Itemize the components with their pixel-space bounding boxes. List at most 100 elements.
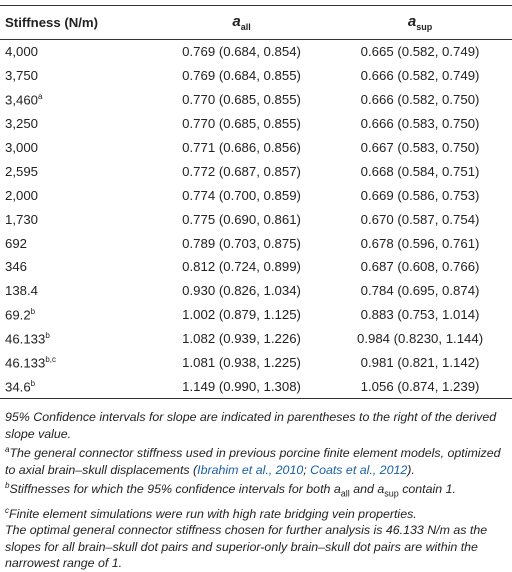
text: ). xyxy=(407,462,415,477)
cell: 0.665 (0.582, 0.749) xyxy=(328,40,512,64)
row: 3,000 0.771 (0.686, 0.856) 0.667 (0.583, 0… xyxy=(0,136,512,160)
cell: 0.667 (0.583, 0.750) xyxy=(328,136,512,160)
subscript: sup xyxy=(384,489,399,500)
stiffness: 3,250 xyxy=(5,116,39,132)
value: 0.930 (0.826, 1.034) xyxy=(182,283,301,299)
cell: 1,730 xyxy=(0,207,155,231)
cell: 346 xyxy=(0,255,155,279)
cell: 0.774 (0.700, 0.859) xyxy=(155,183,328,207)
row: 46.133b,c 1.081 (0.938, 1.225) 0.981 (0.82… xyxy=(0,351,512,375)
stiffness: 346 xyxy=(5,259,28,275)
stiffness: 3,750 xyxy=(5,68,39,84)
text: and xyxy=(349,482,378,497)
text: Stiffnesses for which the 95% confidence… xyxy=(9,482,334,497)
stiffness: 2,000 xyxy=(5,187,39,203)
value: 0.667 (0.583, 0.750) xyxy=(360,140,480,155)
stiffness: 3,000 xyxy=(5,140,39,155)
footnote: aThe general connector stiffness used in… xyxy=(5,442,507,478)
cell: 3,250 xyxy=(0,112,155,136)
row: 4,000 0.769 (0.684, 0.854) 0.665 (0.582, 0… xyxy=(0,40,512,64)
cell: 0.769 (0.684, 0.854) xyxy=(155,40,328,64)
table: Stiffness (N/m) aall asup 4,000 0.769 (0.68… xyxy=(0,5,512,399)
value: 0.769 (0.684, 0.855) xyxy=(182,68,301,84)
value: 0.774 (0.700, 0.859) xyxy=(182,187,301,203)
value: 0.668 (0.584, 0.751) xyxy=(360,163,480,179)
cell: 0.784 (0.695, 0.874) xyxy=(328,279,512,303)
row: 2,000 0.774 (0.700, 0.859) 0.669 (0.586, 0… xyxy=(0,183,512,207)
value: 0.771 (0.686, 0.856) xyxy=(182,140,301,155)
citation-link[interactable]: Ibrahim et al., 2010 xyxy=(197,462,304,477)
value: 0.984 (0.8230, 1.144) xyxy=(357,331,484,347)
citation-link[interactable]: Coats et al., 2012 xyxy=(310,462,408,477)
cell: 3,750 xyxy=(0,64,155,88)
cell: 0.775 (0.690, 0.861) xyxy=(155,207,328,231)
value: 0.666 (0.582, 0.749) xyxy=(360,68,480,84)
text: The optimal general connector stiffness … xyxy=(5,523,488,571)
header-text: Stiffness (N/m) xyxy=(5,15,99,30)
value: 0.772 (0.687, 0.857) xyxy=(182,163,301,179)
cell: 692 xyxy=(0,231,155,255)
value: 0.769 (0.684, 0.854) xyxy=(182,44,301,60)
footnote-mark: a xyxy=(38,92,43,102)
column-header: aall xyxy=(155,6,328,40)
cell: 0.789 (0.703, 0.875) xyxy=(155,231,328,255)
value: 0.981 (0.821, 1.142) xyxy=(360,355,480,371)
symbol: a xyxy=(407,13,417,30)
stiffness: 69.2 xyxy=(5,307,31,323)
cell: 0.772 (0.687, 0.857) xyxy=(155,159,328,183)
page: Stiffness (N/m) aall asup 4,000 0.769 (0.68… xyxy=(0,5,512,570)
cell: 0.670 (0.587, 0.754) xyxy=(328,207,512,231)
table-body: 4,000 0.769 (0.684, 0.854) 0.665 (0.582, 0… xyxy=(0,40,512,399)
cell: 0.666 (0.582, 0.750) xyxy=(328,88,512,112)
subscript: sup xyxy=(416,22,433,32)
value: 1.082 (0.939, 1.226) xyxy=(182,331,301,347)
value: 0.670 (0.587, 0.754) xyxy=(360,211,480,227)
cell: 0.687 (0.608, 0.766) xyxy=(328,255,512,279)
cell: 0.981 (0.821, 1.142) xyxy=(328,351,512,375)
cell: 1.149 (0.990, 1.308) xyxy=(155,374,328,398)
value: 0.687 (0.608, 0.766) xyxy=(360,259,480,275)
footnote-mark: a xyxy=(5,445,10,455)
row: 1,730 0.775 (0.690, 0.861) 0.670 (0.587, 0… xyxy=(0,207,512,231)
cell: 0.669 (0.586, 0.753) xyxy=(328,183,512,207)
cell: 0.668 (0.584, 0.751) xyxy=(328,159,512,183)
row: 2,595 0.772 (0.687, 0.857) 0.668 (0.584, 0… xyxy=(0,159,512,183)
cell: 1.002 (0.879, 1.125) xyxy=(155,303,328,327)
footnote: bStiffnesses for which the 95% confidenc… xyxy=(5,478,507,502)
value: 0.775 (0.690, 0.861) xyxy=(182,211,301,227)
symbol: a xyxy=(232,13,241,30)
cell: 2,595 xyxy=(0,159,155,183)
row: 3,460a 0.770 (0.685, 0.855) 0.666 (0.582, … xyxy=(0,88,512,112)
cell: 0.666 (0.583, 0.750) xyxy=(328,112,512,136)
row: 3,250 0.770 (0.685, 0.855) 0.666 (0.583, 0… xyxy=(0,112,512,136)
cell: 0.771 (0.686, 0.856) xyxy=(155,136,328,160)
text: ; xyxy=(303,462,311,477)
footnote: cFinite element simulations were run wit… xyxy=(5,503,507,523)
footnote-mark: b xyxy=(30,307,36,317)
stiffness: 2,595 xyxy=(5,163,39,179)
cell: 0.812 (0.724, 0.899) xyxy=(155,255,328,279)
column-header: Stiffness (N/m) xyxy=(0,6,155,40)
value: 1.081 (0.938, 1.225) xyxy=(182,355,301,371)
cell: 0.769 (0.684, 0.855) xyxy=(155,64,328,88)
cell: 4,000 xyxy=(0,40,155,64)
row: 346 0.812 (0.724, 0.899) 0.687 (0.608, 0.7… xyxy=(0,255,512,279)
text: 95% Confidence intervals for slope are i… xyxy=(5,410,497,441)
subscript: all xyxy=(340,489,350,500)
text: contain 1. xyxy=(398,482,456,497)
value: 0.770 (0.685, 0.855) xyxy=(182,116,301,132)
cell: 2,000 xyxy=(0,183,155,207)
cell: 0.883 (0.753, 1.014) xyxy=(328,303,512,327)
header-row: Stiffness (N/m) aall asup xyxy=(0,5,512,40)
text: The general connector stiffness used in … xyxy=(5,446,501,477)
cell: 0.770 (0.685, 0.855) xyxy=(155,112,328,136)
row: 69.2b 1.002 (0.879, 1.125) 0.883 (0.753, 1… xyxy=(0,303,512,327)
footnote-mark: b xyxy=(5,481,10,491)
footnotes: 95% Confidence intervals for slope are i… xyxy=(0,399,512,571)
footnote: The optimal general connector stiffness … xyxy=(5,522,507,572)
footnote: 95% Confidence intervals for slope are i… xyxy=(5,409,507,442)
cell: 0.770 (0.685, 0.855) xyxy=(155,88,328,112)
footnote-mark: b xyxy=(45,330,50,340)
value: 0.665 (0.582, 0.749) xyxy=(360,44,480,60)
row: 138.4 0.930 (0.826, 1.034) 0.784 (0.695, 0… xyxy=(0,279,512,303)
